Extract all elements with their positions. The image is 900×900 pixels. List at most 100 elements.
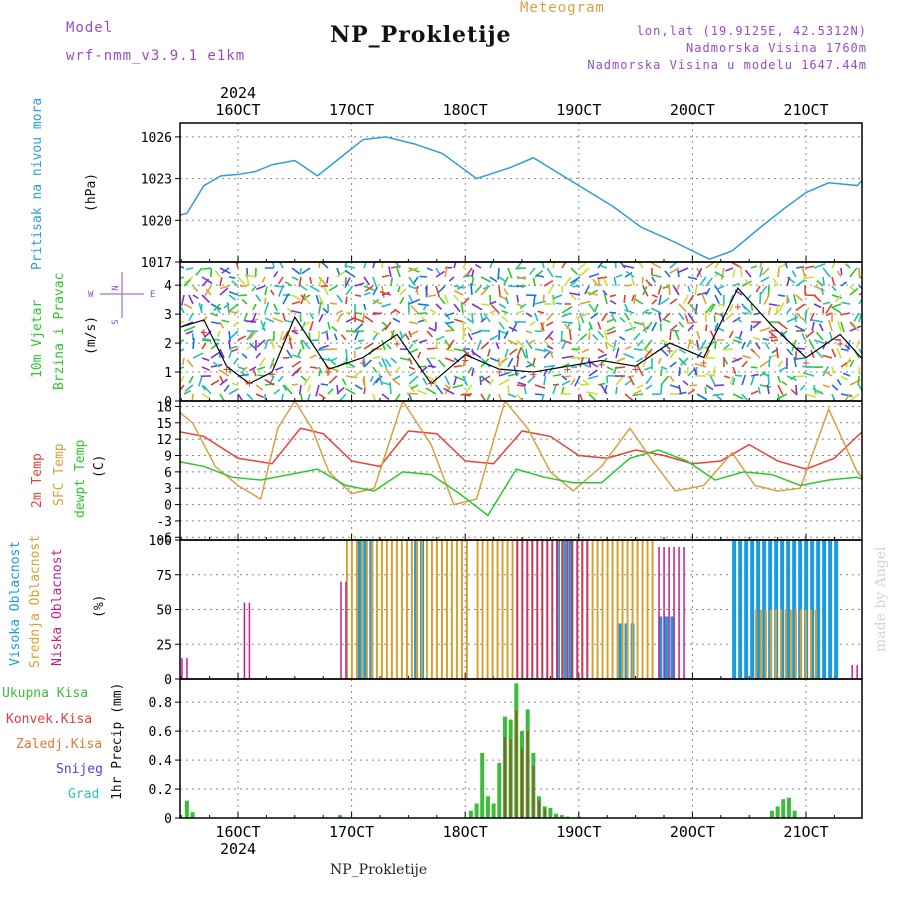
wind-arrow [394, 393, 401, 401]
cloud-bar [420, 540, 423, 679]
gust-marker: + [325, 365, 332, 379]
cloud-bar [248, 602, 251, 679]
y-tick-label: 25 [156, 638, 172, 653]
wind-arrow [636, 384, 644, 389]
wind-arrow [579, 312, 590, 318]
gust-marker: + [598, 358, 605, 372]
wind-arrow [778, 366, 788, 372]
cloud-bar [618, 623, 623, 679]
wind-arrow [462, 297, 470, 305]
wind-arrow [791, 270, 797, 278]
wind-arrow [816, 279, 824, 287]
wind-arrow [704, 310, 707, 323]
wind-arrow [669, 375, 675, 382]
y-tick-label: 1020 [141, 214, 172, 229]
wind-arrow [183, 325, 196, 332]
cloud-bar [738, 540, 743, 679]
wind-arrow [836, 378, 842, 386]
wind-arrow [287, 333, 293, 341]
wind-arrow [420, 316, 428, 323]
wind-arrow [516, 393, 524, 401]
wind-arrow [534, 348, 547, 352]
temp-line-1 [180, 401, 862, 506]
wind-arrow [284, 281, 293, 287]
wind-arrow [613, 366, 617, 375]
wind-arrow [201, 342, 207, 350]
wind-arrow [336, 309, 344, 314]
wind-arrow [517, 381, 527, 386]
wind-arrow [642, 286, 648, 296]
wind-arrow [264, 297, 267, 305]
wind-arrow [201, 339, 212, 343]
wind-arrow [624, 309, 635, 314]
wind-arrow [354, 369, 363, 377]
wind-arrow [219, 348, 225, 359]
wind-arrow [277, 375, 284, 383]
wind-arrow [229, 330, 239, 340]
wind-arrow [752, 321, 761, 329]
wind-arrow [201, 357, 210, 362]
wind-arrow [609, 294, 617, 298]
wind-arrow [535, 274, 545, 278]
wind-arrow [429, 309, 437, 314]
wind-arrow [678, 321, 685, 328]
wind-arrow [822, 267, 831, 278]
wind-arrow [408, 393, 413, 401]
wind-arrow [252, 368, 257, 377]
y-tick-label: 0 [164, 673, 172, 688]
wind-arrow [802, 276, 815, 280]
wind-arrow [292, 354, 302, 359]
wind-arrow [273, 271, 279, 278]
wind-arrow [525, 312, 533, 318]
wind-arrow [498, 294, 507, 301]
y-tick-label: 9 [164, 450, 172, 465]
wind-arrow [237, 276, 246, 286]
cloud-bar [814, 609, 817, 679]
wind-arrow [584, 285, 590, 295]
wind-arrow [420, 366, 428, 373]
wind-arrow [750, 375, 755, 386]
wind-arrow [651, 294, 658, 298]
wind-arrow [831, 366, 835, 374]
wind-arrow [229, 303, 239, 312]
wind-arrow [244, 274, 257, 278]
wind-arrow [470, 283, 473, 296]
wind-arrow [243, 312, 248, 322]
wind-arrow [363, 387, 366, 395]
wind-arrow [592, 334, 599, 341]
cloud-bar [658, 546, 660, 679]
wind-arrow [712, 366, 716, 375]
wind-arrow [318, 357, 330, 362]
wind-arrow [256, 366, 266, 371]
wind-arrow [336, 386, 345, 395]
wind-arrow [323, 286, 329, 296]
wind-arrow [363, 262, 367, 269]
wind-arrow [818, 323, 824, 332]
wind-arrow [849, 287, 859, 296]
wind-arrow [701, 292, 707, 305]
wind-arrow [644, 366, 653, 371]
wind-arrow [453, 285, 465, 289]
wind-arrow [219, 378, 228, 386]
cloud-bar [476, 540, 479, 679]
wind-arrow [417, 351, 422, 359]
wind-arrow [412, 276, 419, 284]
wind-arrow [822, 276, 825, 286]
cloud-bar [636, 540, 639, 679]
wind-arrow [333, 333, 338, 341]
wind-arrow [389, 382, 392, 395]
wind-arrow [286, 307, 293, 314]
wind-arrow [448, 324, 455, 332]
wind-arrow [235, 262, 239, 269]
cloud-bar [658, 616, 663, 679]
wind-arrow [561, 380, 571, 386]
wind-arrow [853, 312, 860, 322]
wind-arrow [390, 330, 397, 341]
wind-arrow [699, 339, 707, 351]
wind-arrow [554, 275, 563, 278]
wind-arrow [210, 363, 223, 368]
wind-arrow [188, 294, 194, 305]
wind-arrow [444, 348, 455, 352]
precip-conv-bar [532, 765, 535, 818]
